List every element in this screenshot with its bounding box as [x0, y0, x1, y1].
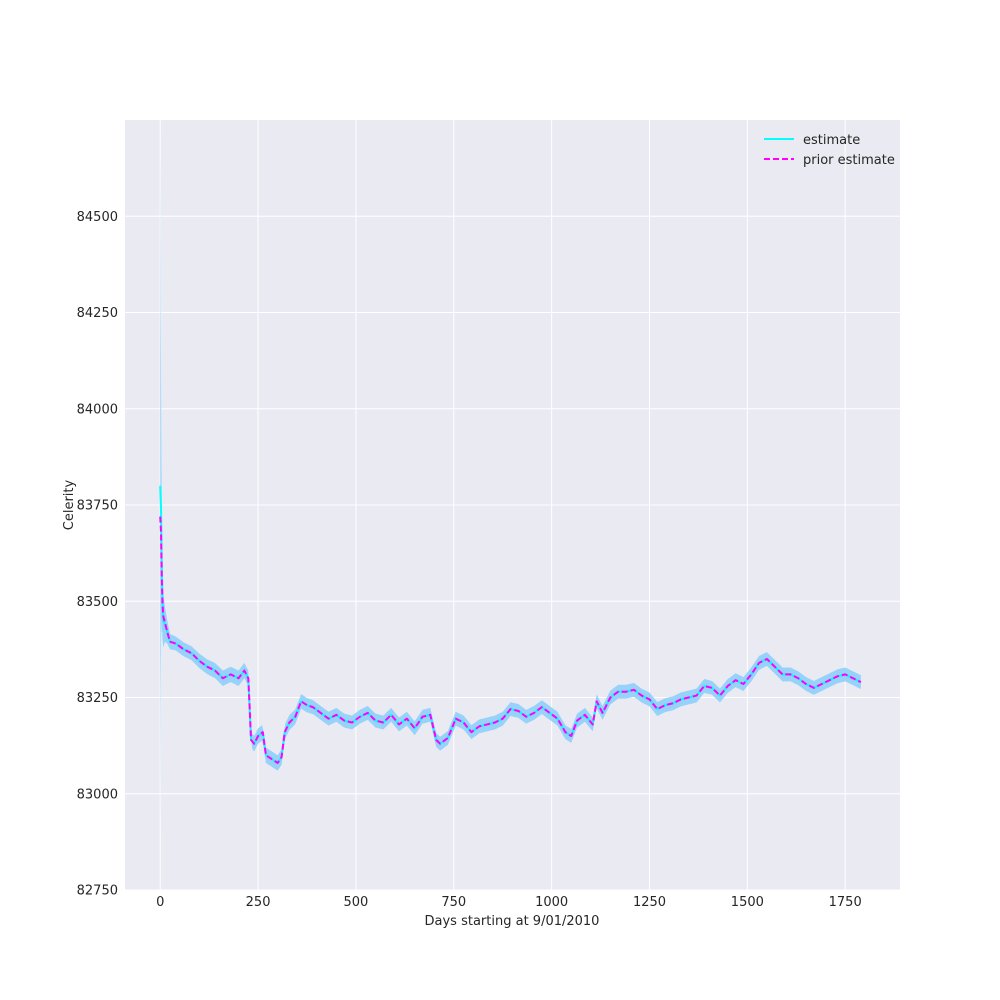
- series-layer: [159, 485, 862, 764]
- legend-label-estimate: estimate: [803, 133, 860, 148]
- y-tick-label: 83750: [77, 499, 118, 514]
- y-tick-label: 83250: [77, 691, 118, 706]
- x-tick-label: 1250: [633, 895, 666, 910]
- x-tick-label: 250: [246, 895, 271, 910]
- x-tick-label: 1000: [535, 895, 568, 910]
- y-tick-label: 83000: [77, 787, 118, 802]
- series-line-prior-estimate: [159, 516, 862, 764]
- x-tick-label: 0: [156, 895, 164, 910]
- grid-lines: [125, 120, 900, 891]
- y-tick-labels: 82750 83000 83250 83500 83750 84000 84250 84500: [77, 210, 118, 899]
- x-tick-label: 750: [441, 895, 466, 910]
- y-tick-label: 84000: [77, 402, 118, 417]
- y-tick-label: 84250: [77, 306, 118, 321]
- x-tick-label: 1750: [829, 895, 862, 910]
- x-tick-label: 500: [344, 895, 369, 910]
- x-tick-labels: 0 250 500 750 1000 1250 1500 1750: [156, 895, 862, 910]
- y-tick-label: 82750: [77, 884, 118, 899]
- y-axis-title: Celerity: [62, 479, 77, 530]
- x-tick-label: 1500: [731, 895, 764, 910]
- y-tick-label: 83500: [77, 595, 118, 610]
- y-tick-label: 84500: [77, 210, 118, 225]
- legend: estimate prior estimate: [764, 133, 895, 168]
- legend-label-prior-estimate: prior estimate: [803, 153, 895, 168]
- x-axis-title: Days starting at 9/01/2010: [425, 914, 600, 929]
